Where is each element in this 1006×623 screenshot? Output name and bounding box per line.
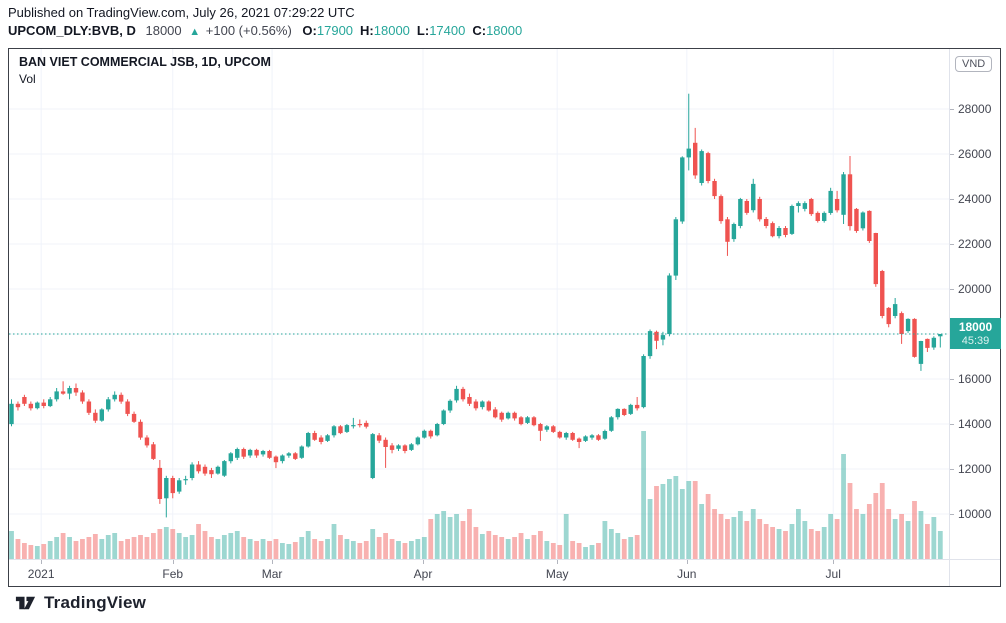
up-triangle-icon: ▲ bbox=[189, 26, 201, 38]
time-axis[interactable]: 2021 Feb Mar Apr May Jun Jul bbox=[9, 559, 949, 586]
tradingview-logo-icon bbox=[15, 596, 36, 610]
candles bbox=[9, 93, 943, 518]
time-axis-label: Jun bbox=[677, 567, 697, 581]
tradingview-logo[interactable]: TradingView bbox=[14, 591, 146, 614]
time-axis-tick bbox=[423, 560, 424, 564]
ohlc-value: 17400 bbox=[429, 23, 466, 38]
price-axis-label: 10000 bbox=[958, 507, 992, 521]
time-axis-label: Feb bbox=[162, 567, 184, 581]
symbol-name: UPCOM_DLY:BVB, D bbox=[8, 23, 136, 38]
candlestick-chart[interactable] bbox=[9, 49, 949, 559]
ohlc-value: 17900 bbox=[316, 23, 354, 38]
price-axis-label: 22000 bbox=[958, 237, 992, 251]
ohlc-label: L: bbox=[416, 23, 430, 38]
header-last-price: 18000 bbox=[145, 23, 182, 38]
symbol-ohlc-line: UPCOM_DLY:BVB, D 18000 ▲ +100 (+0.56%) O… bbox=[8, 23, 522, 38]
price-axis-tick bbox=[950, 154, 954, 155]
chart-widget: BAN VIET COMMERCIAL JSB, 1D, UPCOM Vol V… bbox=[8, 48, 1001, 587]
price-axis-label: 26000 bbox=[958, 147, 992, 161]
price-pane[interactable]: BAN VIET COMMERCIAL JSB, 1D, UPCOM Vol bbox=[9, 49, 949, 559]
price-axis-tick bbox=[950, 379, 954, 380]
time-axis-label: Jul bbox=[825, 567, 841, 581]
price-axis-label: 28000 bbox=[958, 102, 992, 116]
ohlc-label: O: bbox=[302, 23, 317, 38]
price-axis-label: 24000 bbox=[958, 192, 992, 206]
axis-corner bbox=[949, 559, 1000, 586]
time-axis-label: Apr bbox=[413, 567, 433, 581]
ohlc-label: C: bbox=[472, 23, 487, 38]
last-price-value: 18000 bbox=[958, 320, 993, 334]
time-axis-tick bbox=[272, 560, 274, 564]
gridlines bbox=[9, 49, 949, 559]
price-axis-label: 20000 bbox=[958, 282, 992, 296]
price-axis-label: 12000 bbox=[958, 462, 992, 476]
time-axis-label: Mar bbox=[261, 567, 283, 581]
price-axis-tick bbox=[950, 244, 954, 245]
last-price-badge: 18000 45:39 bbox=[950, 318, 1001, 349]
time-axis-tick bbox=[41, 560, 43, 564]
ohlc-readout: O:17900 H:18000 L:17400 C:18000 bbox=[295, 23, 522, 38]
price-axis[interactable]: VND 18000 45:39 28000 26000 24000 22000 2000… bbox=[949, 49, 1001, 559]
price-axis-tick bbox=[950, 289, 954, 290]
price-axis-label: 16000 bbox=[958, 372, 992, 386]
ohlc-value: 18000 bbox=[486, 23, 523, 38]
price-axis-tick bbox=[950, 514, 954, 515]
tradingview-logo-text: TradingView bbox=[44, 592, 147, 612]
price-axis-label: 14000 bbox=[958, 417, 992, 431]
time-axis-tick bbox=[172, 560, 174, 564]
price-axis-tick bbox=[950, 199, 954, 200]
published-line: Published on TradingView.com, July 26, 2… bbox=[8, 5, 355, 20]
ohlc-label: H: bbox=[360, 23, 374, 38]
volume-bars bbox=[9, 431, 943, 559]
time-axis-label: May bbox=[545, 567, 569, 581]
price-change: +100 (+0.56%) bbox=[205, 23, 292, 38]
time-axis-tick bbox=[833, 560, 835, 564]
time-axis-tick bbox=[557, 560, 559, 564]
time-axis-tick bbox=[686, 560, 688, 564]
price-axis-tick bbox=[950, 424, 954, 425]
bar-countdown: 45:39 bbox=[961, 335, 990, 347]
time-axis-label: 2021 bbox=[27, 567, 55, 581]
price-axis-tick bbox=[950, 109, 954, 110]
price-axis-tick bbox=[950, 469, 954, 470]
currency-badge: VND bbox=[955, 56, 993, 72]
ohlc-value: 18000 bbox=[373, 23, 410, 38]
